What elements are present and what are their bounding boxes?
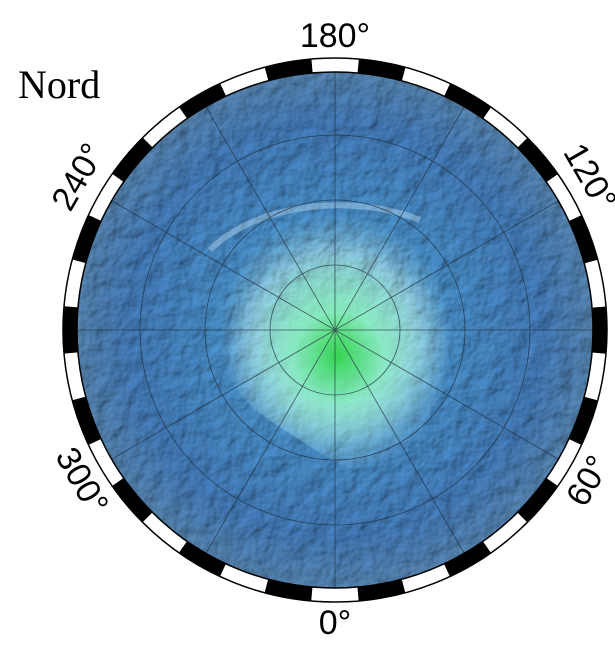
longitude-label: 120° — [556, 137, 615, 217]
polar-map: Nord 180° 120° 60° 0° 300° 240° — [0, 0, 615, 648]
longitude-label: 0° — [319, 604, 352, 642]
longitude-label: 180° — [300, 17, 370, 55]
longitude-label: 300° — [48, 441, 116, 521]
longitude-label: 60° — [559, 449, 615, 513]
longitude-label: 240° — [44, 137, 112, 217]
map-surface — [77, 72, 593, 588]
map-title: Nord — [18, 62, 100, 107]
